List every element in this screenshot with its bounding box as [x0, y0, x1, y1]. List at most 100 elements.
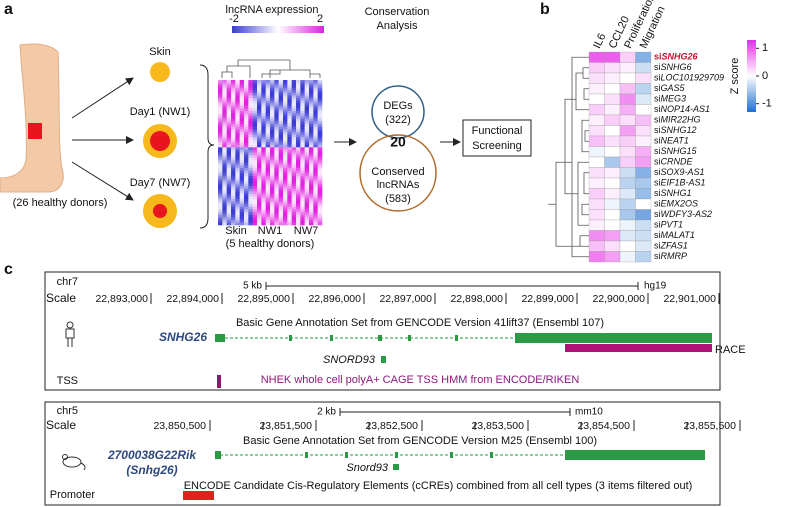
heatmap-cell — [309, 168, 314, 171]
heatmap-cell — [309, 124, 314, 127]
heatmap-cell — [300, 214, 305, 218]
heatmap-cell — [635, 230, 652, 242]
heatmap-cell — [248, 100, 253, 104]
heatmap-cell — [261, 186, 266, 190]
heatmap-cell — [283, 103, 288, 107]
heatmap-cell — [619, 114, 636, 126]
heatmap-cell — [313, 100, 318, 104]
heatmap-cell — [278, 193, 284, 197]
heatmap-cell — [291, 196, 297, 200]
heatmap-cell — [244, 152, 249, 156]
heatmap-cell — [265, 165, 271, 169]
heatmap-cell — [252, 212, 258, 215]
heatmap-cell — [317, 204, 323, 208]
heatmap-cell — [309, 134, 314, 138]
scale-bar-label: 5 kb — [243, 281, 262, 292]
heatmap-cell — [278, 80, 284, 83]
heatmap-cell — [588, 83, 605, 95]
heatmap-cell — [304, 201, 310, 205]
heatmap-cell — [283, 139, 288, 143]
heatmap-cell — [244, 82, 249, 86]
heatmap-cell — [291, 199, 297, 202]
heatmap-cell — [257, 129, 262, 133]
heatmap-cell — [317, 131, 323, 135]
heatmap-cell — [265, 116, 271, 120]
heatmap-cell — [244, 121, 249, 125]
heatmap-cell — [222, 92, 227, 96]
heatmap-cell — [313, 80, 318, 83]
heatmap-cell — [274, 206, 279, 210]
color-scale — [232, 26, 324, 33]
heatmap-cell — [274, 142, 279, 146]
heatmap-cell — [270, 144, 275, 148]
heatmap-cell — [218, 144, 223, 148]
heatmap-cell — [274, 116, 279, 120]
heatmap-cell — [235, 214, 240, 218]
heatmap-cell — [218, 209, 223, 213]
heatmap-cell — [300, 180, 305, 184]
heatmap-cell — [588, 135, 605, 147]
heatmap-cell — [283, 160, 288, 164]
heatmap-cell — [248, 147, 253, 151]
heatmap-cell — [287, 131, 292, 135]
heatmap-cell — [239, 149, 245, 153]
heatmap-cell — [218, 124, 223, 127]
heatmap-cell — [231, 186, 236, 190]
heatmap-cell — [239, 155, 245, 158]
heatmap-cell — [265, 124, 271, 127]
heatmap-cell — [218, 90, 223, 94]
heatmap-cell — [291, 90, 297, 94]
heatmap-cell — [296, 204, 301, 208]
heatmap-cell — [231, 124, 236, 127]
heatmap-cell — [239, 136, 245, 140]
heatmap-cell — [222, 136, 227, 140]
row-label: siEMX2OS — [654, 199, 698, 209]
heatmap-cell — [252, 87, 258, 91]
heatmap-cell — [278, 217, 284, 221]
heatmap-cell — [283, 129, 288, 133]
heatmap-cell — [270, 217, 275, 221]
scale-label: Scale — [46, 291, 76, 305]
heatmap-cell — [291, 173, 297, 177]
heatmap-cell — [265, 126, 271, 130]
heatmap-cell — [231, 82, 236, 86]
heatmap-cell — [265, 147, 271, 151]
heatmap-cell — [313, 126, 318, 130]
heatmap-cell — [265, 157, 271, 161]
heatmap-cell — [309, 113, 314, 117]
coordinate: 23,855,500 — [683, 420, 736, 432]
heatmap-cell — [283, 183, 288, 187]
heatmap-cell — [261, 180, 266, 184]
heatmap-cell — [287, 191, 292, 195]
heatmap-cell — [252, 206, 258, 210]
heatmap-cell — [226, 139, 232, 143]
scale-title: Z score — [729, 58, 741, 95]
column-label: NW1 — [258, 225, 282, 237]
heatmap-cell — [257, 186, 262, 190]
heatmap-cell — [231, 183, 236, 187]
heatmap-cell — [278, 147, 284, 151]
heatmap-cell — [261, 116, 266, 120]
heatmap-cell — [244, 217, 249, 221]
heatmap-cell — [635, 219, 652, 231]
heatmap-cell — [588, 125, 605, 137]
heatmap-cell — [604, 209, 621, 221]
heatmap-cell — [252, 204, 258, 208]
heatmap-cell — [287, 111, 292, 114]
heatmap-cell — [300, 217, 305, 221]
heatmap-cell — [218, 204, 223, 208]
heatmap-cell — [222, 173, 227, 177]
heatmap-cell — [635, 83, 652, 95]
heatmap-cell — [257, 149, 262, 153]
heatmap-cell — [248, 152, 253, 156]
heatmap-cell — [296, 103, 301, 107]
heatmap-cell — [296, 162, 301, 166]
heatmap-cell — [239, 80, 245, 83]
heatmap-cell — [222, 219, 227, 223]
heatmap-cell — [226, 142, 232, 146]
heatmap-cell — [231, 173, 236, 177]
heatmap-cell — [226, 175, 232, 179]
heatmap-cell — [265, 85, 271, 89]
heatmap-cell — [231, 209, 236, 213]
heatmap-cell — [283, 87, 288, 91]
